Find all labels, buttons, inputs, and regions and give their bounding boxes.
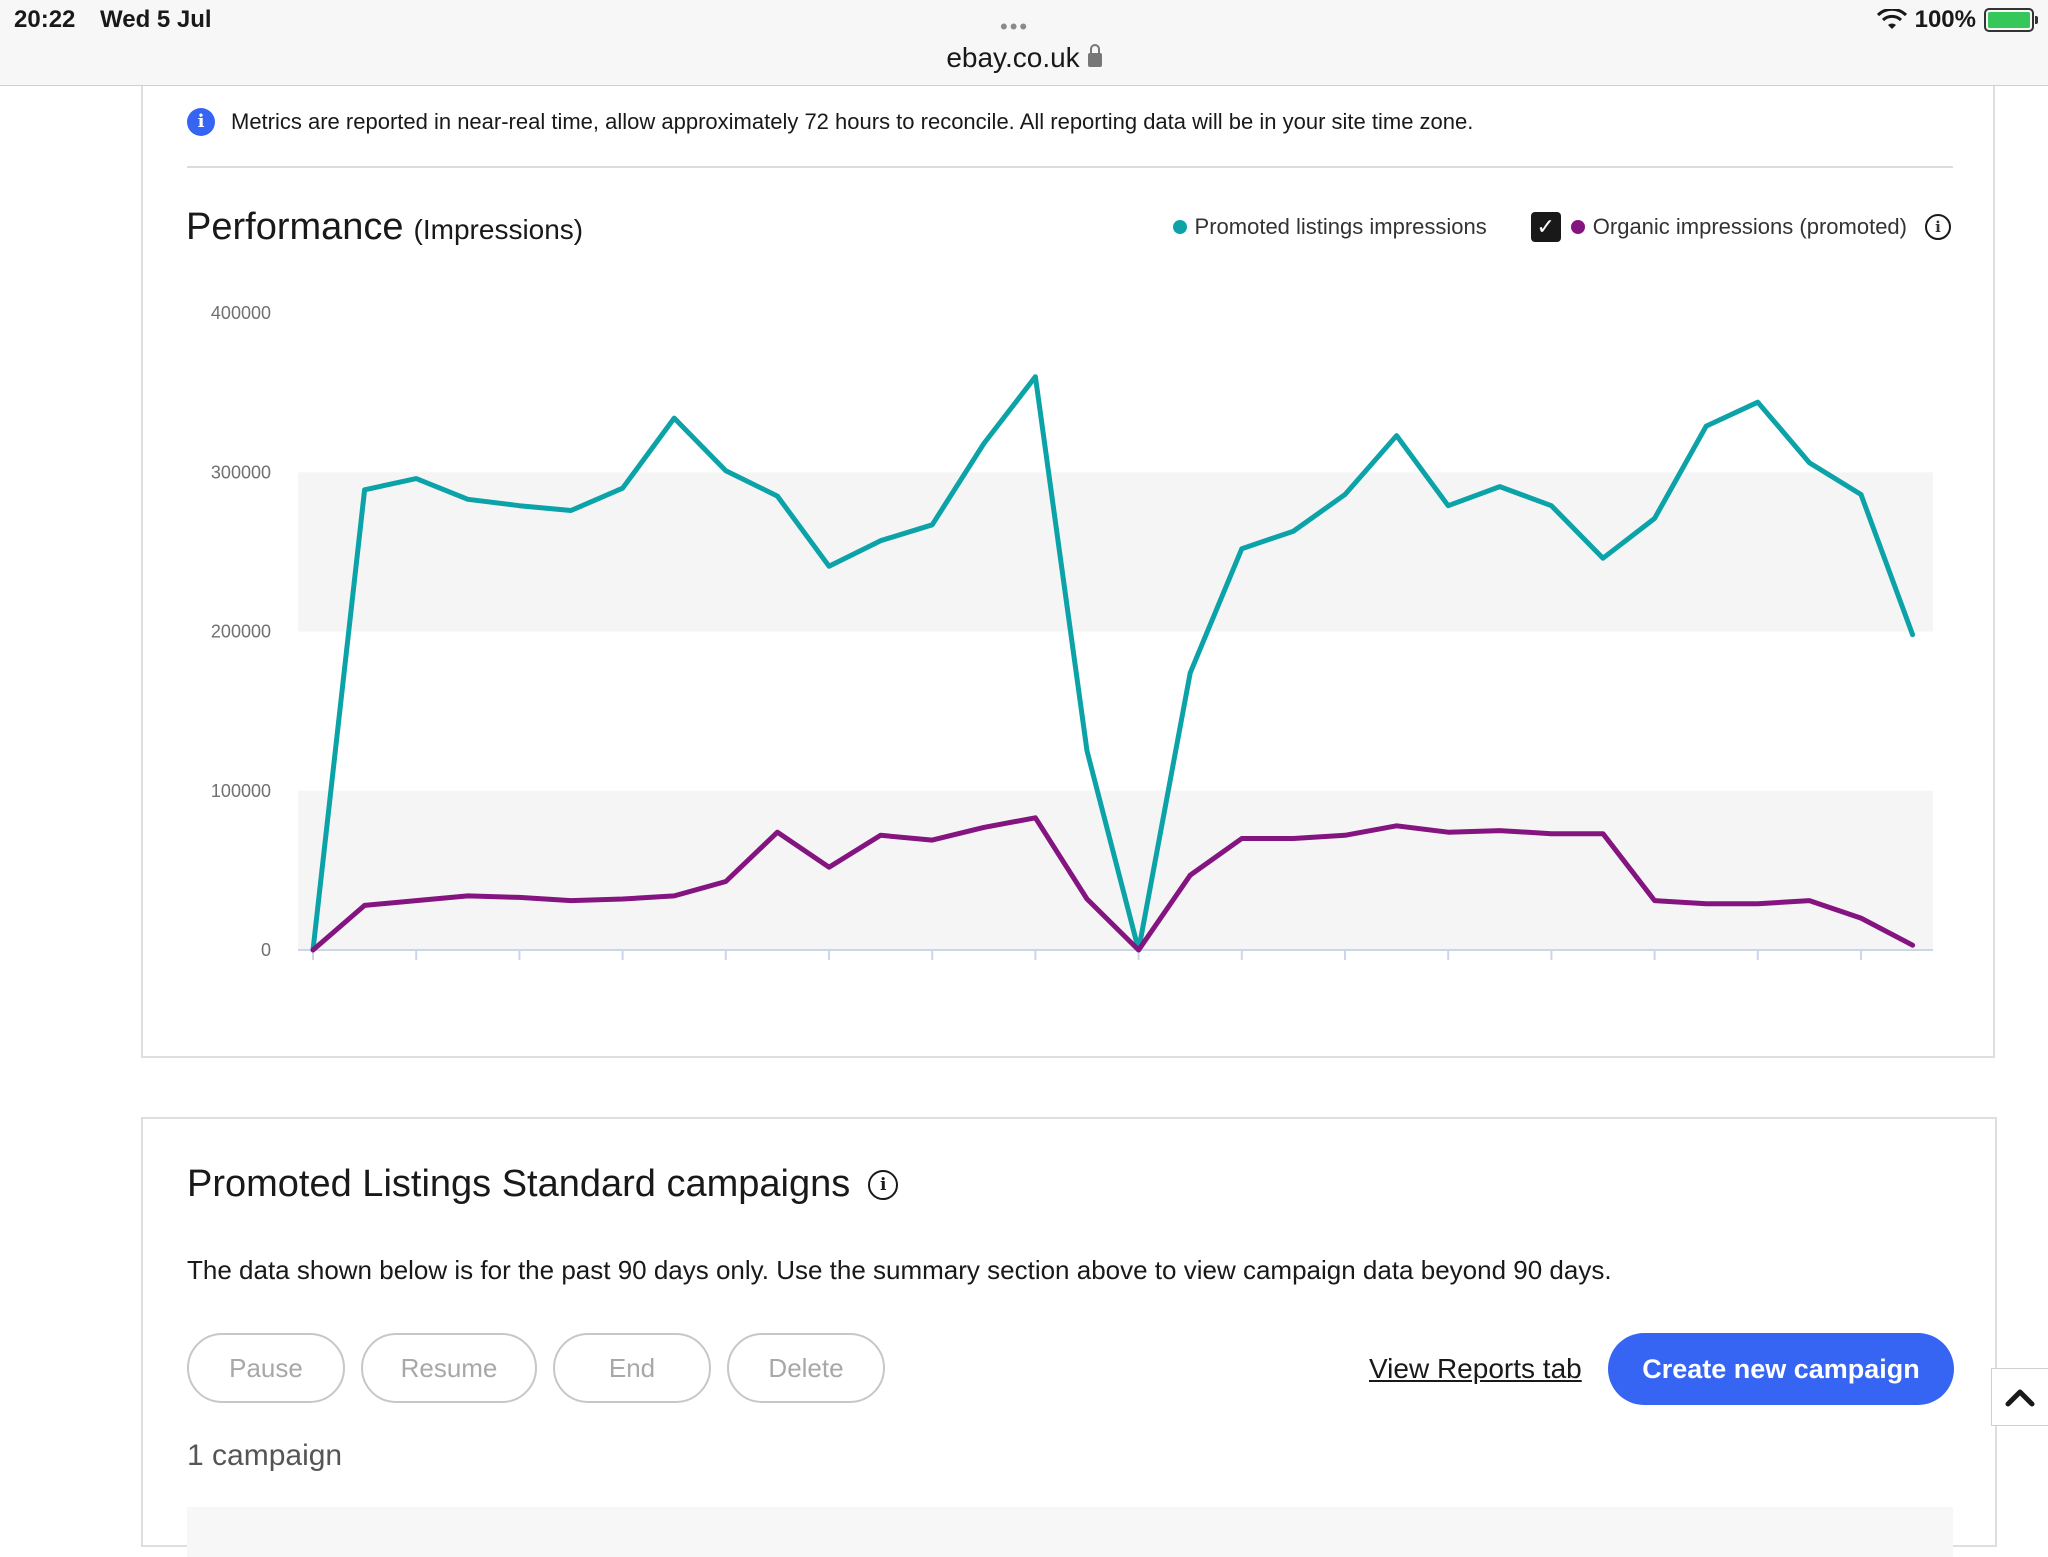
y-tick-label: 0 bbox=[261, 940, 271, 960]
more-dots-icon[interactable]: ••• bbox=[1000, 14, 1030, 39]
y-tick-label: 100000 bbox=[211, 781, 271, 801]
x-tick-label: 4 Jul bbox=[1842, 964, 1880, 966]
x-tick-label: 4 Jun bbox=[291, 964, 335, 966]
x-tick-label: 18 Jun bbox=[1008, 964, 1062, 966]
notice-text: Metrics are reported in near-real time, … bbox=[231, 109, 1474, 134]
metrics-notice: i Metrics are reported in near-real time… bbox=[187, 106, 1953, 168]
x-tick-label: 24 Jun bbox=[1318, 964, 1372, 966]
chart-band bbox=[298, 472, 1933, 632]
x-tick-label: 26 Jun bbox=[1421, 964, 1475, 966]
resume-button[interactable]: Resume bbox=[361, 1333, 537, 1403]
promoted-impressions-line bbox=[310, 374, 1916, 953]
x-tick-label: 20 Jun bbox=[1112, 964, 1166, 966]
campaigns-title: Promoted Listings Standard campaigns i bbox=[187, 1163, 899, 1206]
chevron-up-icon bbox=[2005, 1389, 2035, 1407]
view-reports-link[interactable]: View Reports tab bbox=[1369, 1353, 1582, 1384]
x-tick-label: 30 Jun bbox=[1628, 964, 1682, 966]
x-tick-label: 10 Jun bbox=[596, 964, 650, 966]
address-bar[interactable]: ebay.co.uk bbox=[0, 42, 2048, 74]
lock-icon bbox=[1087, 44, 1102, 67]
pause-button[interactable]: Pause bbox=[187, 1333, 345, 1403]
campaign-count: 1 campaign bbox=[187, 1439, 343, 1472]
x-tick-label: 12 Jun bbox=[699, 964, 753, 966]
y-tick-label: 200000 bbox=[211, 622, 271, 642]
end-button[interactable]: End bbox=[553, 1333, 711, 1403]
organic-toggle-checkbox[interactable]: ✓ bbox=[1530, 212, 1561, 242]
status-indicators: 100% bbox=[1876, 6, 2038, 34]
performance-card: i Metrics are reported in near-real time… bbox=[141, 86, 1995, 1058]
legend-item-organic: Organic impressions (promoted) bbox=[1570, 214, 1907, 240]
legend-item-promoted: Promoted listings impressions bbox=[1172, 214, 1487, 240]
y-tick-label: 300000 bbox=[211, 462, 271, 482]
y-tick-label: 400000 bbox=[211, 303, 271, 323]
create-campaign-button[interactable]: Create new campaign bbox=[1608, 1333, 1954, 1405]
campaigns-info-icon[interactable]: i bbox=[868, 1169, 899, 1200]
scroll-to-top-button[interactable] bbox=[1991, 1368, 2048, 1426]
clock-date: Wed 5 Jul bbox=[100, 6, 212, 33]
clock-time: 20:22 bbox=[14, 6, 76, 33]
legend-label-promoted: Promoted listings impressions bbox=[1194, 214, 1487, 239]
battery-icon bbox=[1984, 8, 2038, 32]
campaigns-heading: Promoted Listings Standard campaigns bbox=[187, 1163, 851, 1205]
performance-heading: Performance bbox=[186, 206, 404, 248]
chart-info-icon[interactable]: i bbox=[1925, 214, 1951, 240]
url-text: ebay.co.uk bbox=[946, 42, 1080, 73]
delete-button[interactable]: Delete bbox=[727, 1333, 885, 1403]
info-icon: i bbox=[187, 108, 215, 136]
legend-label-organic: Organic impressions (promoted) bbox=[1592, 214, 1907, 239]
organic-impressions-line bbox=[310, 815, 1916, 953]
x-tick-label: 22 Jun bbox=[1215, 964, 1269, 966]
battery-percent: 100% bbox=[1914, 6, 1976, 33]
x-tick-label: 8 Jun bbox=[497, 964, 541, 966]
campaign-actions: Pause Resume End Delete bbox=[187, 1333, 885, 1403]
performance-title: Performance (Impressions) bbox=[186, 206, 583, 249]
legend-dot-teal bbox=[1172, 220, 1187, 234]
campaigns-card: Promoted Listings Standard campaigns i T… bbox=[141, 1117, 1997, 1557]
status-bar: 20:22 Wed 5 Jul ••• ebay.co.uk 100% bbox=[0, 0, 2048, 86]
performance-subtitle: (Impressions) bbox=[413, 214, 584, 245]
x-tick-label: 14 Jun bbox=[802, 964, 856, 966]
wifi-icon bbox=[1876, 9, 1907, 29]
campaign-table-header bbox=[187, 1507, 1953, 1557]
x-tick-label: 16 Jun bbox=[905, 964, 959, 966]
x-tick-label: 28 Jun bbox=[1524, 964, 1578, 966]
chart-legend: Promoted listings impressions ✓ Organic … bbox=[1172, 212, 1951, 242]
x-tick-label: 2 Jul bbox=[1739, 964, 1777, 966]
x-tick-label: 6 Jun bbox=[394, 964, 438, 966]
legend-dot-purple bbox=[1570, 220, 1585, 234]
campaigns-description: The data shown below is for the past 90 … bbox=[187, 1255, 1612, 1285]
impressions-line-chart: 400000 300000 200000 100000 0 4 Jun 6 Jun 8 Jun… bbox=[211, 303, 1933, 966]
